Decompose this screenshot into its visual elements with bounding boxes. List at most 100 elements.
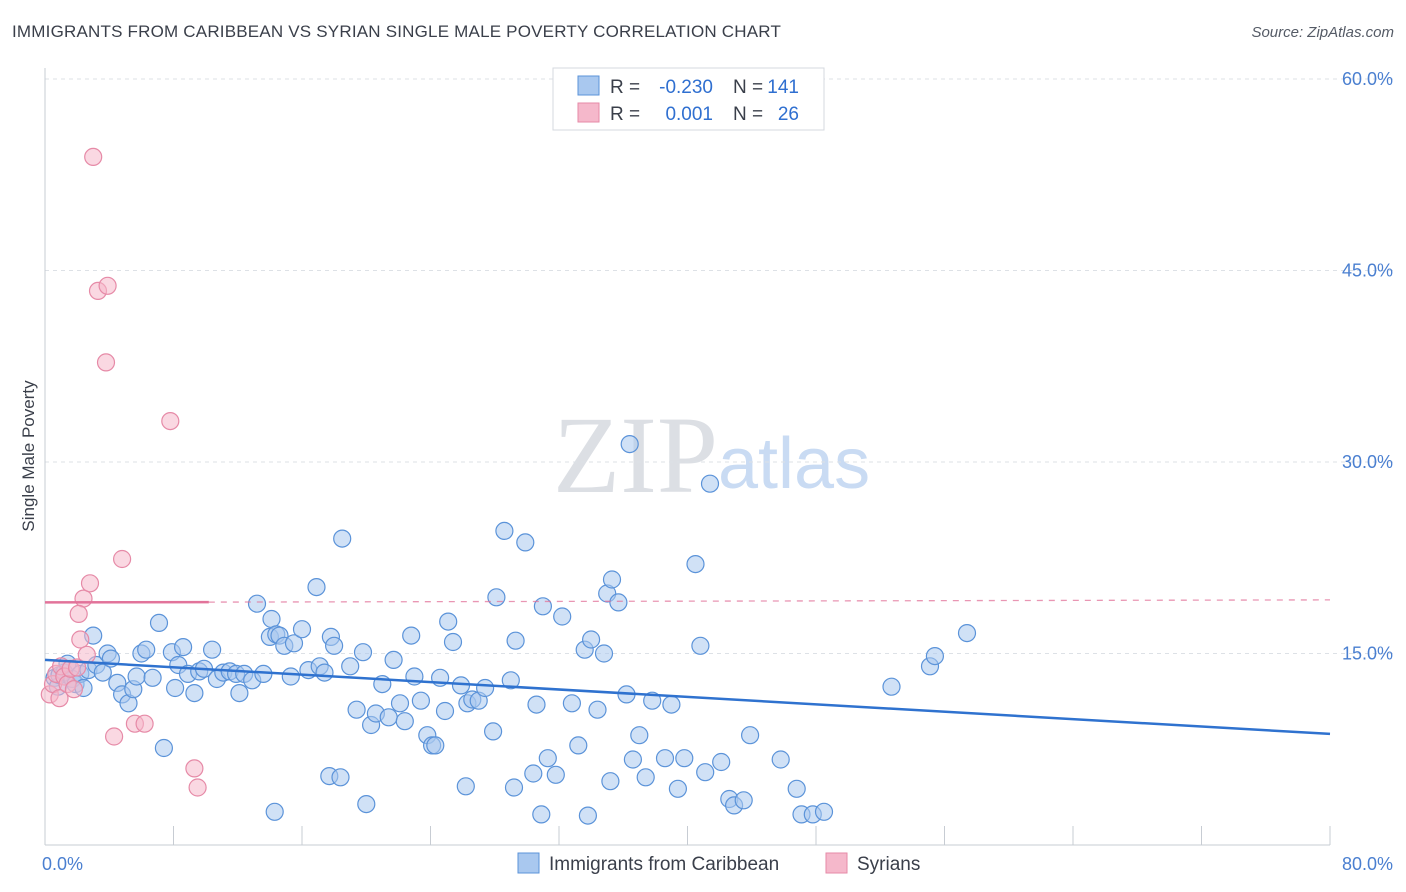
legend-swatch-caribbean xyxy=(577,75,600,96)
stats-legend: R = -0.230 N = 141 R = 0.001 N = 26 xyxy=(552,67,825,131)
caribbean-point-132 xyxy=(578,806,598,825)
caribbean-point-126 xyxy=(925,646,945,666)
series-legend: Immigrants from Caribbean Syrians xyxy=(517,852,920,875)
caribbean-point-65 xyxy=(384,650,403,670)
x-tick-labels: 0.0% 80.0% xyxy=(42,854,1393,874)
caribbean-point-133 xyxy=(532,805,551,824)
caribbean-point-128 xyxy=(620,435,639,454)
caribbean-point-124 xyxy=(882,677,901,696)
syrians-point-10 xyxy=(71,630,90,649)
caribbean-point-136 xyxy=(357,794,376,814)
trend-line-syrians-dashed xyxy=(208,599,1331,603)
caribbean-point-139 xyxy=(265,802,284,821)
syrians-point-8 xyxy=(64,680,84,699)
syrians-point-13 xyxy=(80,574,100,593)
caribbean-point-91 xyxy=(538,749,557,768)
caribbean-point-59 xyxy=(347,700,366,719)
watermark-zip: ZIP xyxy=(553,394,718,516)
x-tick-label-max: 80.0% xyxy=(1342,854,1393,874)
caribbean-point-135 xyxy=(426,736,445,755)
caribbean-point-28 xyxy=(174,637,193,657)
syrians-point-25 xyxy=(69,604,88,624)
caribbean-point-105 xyxy=(630,726,649,745)
caribbean-point-57 xyxy=(333,529,352,548)
caribbean-point-104 xyxy=(623,750,643,769)
caribbean-point-140 xyxy=(456,777,475,796)
caribbean-point-82 xyxy=(484,722,503,741)
caribbean-point-109 xyxy=(662,695,681,714)
trend-line-caribbean xyxy=(44,658,1331,736)
caribbean-point-92 xyxy=(546,765,565,784)
caribbean-point-24 xyxy=(154,738,173,758)
caribbean-point-89 xyxy=(527,695,546,714)
legend-r-label-syrians: R = xyxy=(610,104,640,125)
syrians-point-3 xyxy=(50,689,69,708)
caribbean-point-98 xyxy=(588,700,607,719)
caribbean-point-134 xyxy=(504,778,524,797)
caribbean-point-108 xyxy=(655,749,675,768)
caribbean-point-44 xyxy=(262,609,281,629)
legend-r-value-caribbean: -0.230 xyxy=(659,77,713,98)
syrians-point-17 xyxy=(96,353,116,372)
legend-r-value-syrians: 0.001 xyxy=(665,104,713,125)
syrians-point-19 xyxy=(112,549,132,569)
y-tick-label-0: 15.0% xyxy=(1342,644,1393,664)
bottom-legend-swatch-caribbean xyxy=(517,852,540,874)
caribbean-point-118 xyxy=(740,726,760,745)
caribbean-point-84 xyxy=(495,521,514,541)
watermark: ZIP atlas xyxy=(553,394,870,516)
legend-n-label-caribbean: N = xyxy=(733,77,763,98)
caribbean-point-113 xyxy=(696,763,715,782)
caribbean-point-50 xyxy=(292,620,312,639)
syrians-point-16 xyxy=(98,276,117,295)
caribbean-point-26 xyxy=(166,678,185,698)
caribbean-point-83 xyxy=(487,588,506,607)
syrians-point-14 xyxy=(84,147,103,166)
caribbean-point-129 xyxy=(700,474,720,493)
caribbean-point-49 xyxy=(284,634,304,653)
caribbean-point-33 xyxy=(203,640,222,659)
caribbean-point-30 xyxy=(185,683,204,703)
caribbean-point-110 xyxy=(668,779,688,798)
caribbean-point-95 xyxy=(569,736,588,755)
caribbean-point-23 xyxy=(149,613,169,633)
caribbean-point-66 xyxy=(390,694,410,713)
legend-n-label-syrians: N = xyxy=(733,104,763,125)
legend-n-value-syrians: 26 xyxy=(778,104,799,125)
caribbean-point-60 xyxy=(353,643,373,662)
caribbean-point-94 xyxy=(562,694,582,713)
y-tick-labels: 15.0% 30.0% 45.0% 60.0% xyxy=(1342,69,1393,664)
syrians-point-11 xyxy=(74,589,93,608)
caribbean-point-64 xyxy=(379,708,398,727)
caribbean-point-102 xyxy=(609,593,628,612)
caribbean-point-22 xyxy=(143,668,162,687)
series-caribbean-points xyxy=(45,435,977,825)
caribbean-point-90 xyxy=(533,597,553,616)
chart-title: IMMIGRANTS FROM CARIBBEAN VS SYRIAN SING… xyxy=(12,22,782,41)
caribbean-point-88 xyxy=(524,764,543,783)
caribbean-point-138 xyxy=(331,768,350,787)
y-tick-label-2: 45.0% xyxy=(1342,261,1393,281)
caribbean-point-85 xyxy=(501,671,520,690)
chart-source: Source: ZipAtlas.com xyxy=(1251,24,1394,41)
syrians-point-18 xyxy=(104,727,124,746)
caribbean-point-107 xyxy=(643,691,662,710)
caribbean-point-130 xyxy=(675,749,694,768)
bottom-legend-label-caribbean: Immigrants from Caribbean xyxy=(549,854,779,875)
caribbean-point-86 xyxy=(506,631,525,650)
caribbean-point-48 xyxy=(281,667,300,686)
caribbean-point-106 xyxy=(636,768,655,787)
grid-lines xyxy=(45,78,1395,654)
watermark-atlas: atlas xyxy=(718,424,870,504)
caribbean-point-93 xyxy=(553,607,572,626)
caribbean-point-74 xyxy=(435,701,455,721)
caribbean-point-19 xyxy=(127,667,146,686)
legend-swatch-syrians xyxy=(577,102,600,123)
x-tick-label-min: 0.0% xyxy=(42,854,83,874)
series-syrians-points xyxy=(40,147,207,797)
legend-r-label-caribbean: R = xyxy=(610,77,640,98)
caribbean-point-120 xyxy=(787,779,806,798)
legend-n-value-caribbean: 141 xyxy=(767,77,799,98)
caribbean-point-117 xyxy=(734,791,753,810)
caribbean-point-68 xyxy=(402,626,421,645)
